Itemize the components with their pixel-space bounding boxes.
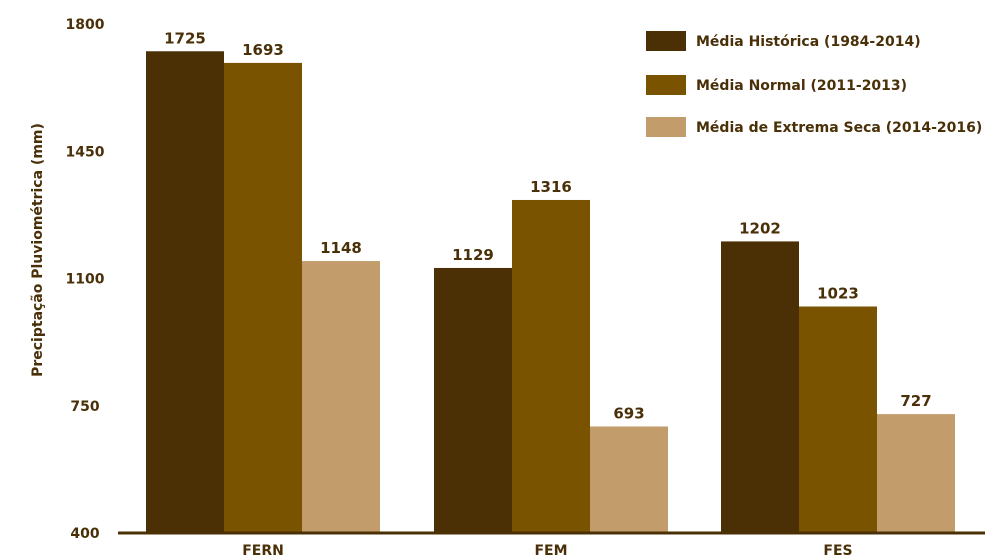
data-label: 1316 bbox=[530, 178, 572, 196]
bar-fern-series-3 bbox=[302, 261, 380, 533]
legend-label: Média de Extrema Seca (2014-2016) bbox=[696, 120, 982, 136]
y-axis-title: Preciptação Pluviométrica (mm) bbox=[30, 123, 46, 377]
bar-fem-series-1 bbox=[434, 267, 512, 533]
legend: Média Histórica (1984-2014) Média Normal … bbox=[646, 31, 982, 137]
y-tick-label: 1800 bbox=[66, 17, 105, 33]
bar-fem-series-3 bbox=[590, 426, 668, 533]
x-category-label: FEM bbox=[534, 543, 567, 558]
y-tick-label: 400 bbox=[70, 526, 99, 542]
legend-label: Média Normal (2011-2013) bbox=[696, 78, 907, 94]
bar-fern-series-1 bbox=[146, 51, 224, 534]
legend-swatch bbox=[646, 117, 686, 137]
y-tick-label: 1100 bbox=[66, 272, 105, 288]
bars-group bbox=[146, 51, 955, 534]
bar-fes-series-2 bbox=[799, 306, 877, 533]
bar-fes-series-1 bbox=[721, 241, 799, 533]
data-label: 1202 bbox=[739, 219, 781, 237]
legend-swatch bbox=[646, 31, 686, 51]
legend-swatch bbox=[646, 75, 686, 95]
y-axis-tick-labels: 400 750 1100 1450 1800 bbox=[66, 17, 105, 542]
bar-fern-series-2 bbox=[224, 62, 302, 534]
x-category-label: FES bbox=[823, 543, 852, 558]
data-label: 693 bbox=[613, 404, 644, 422]
y-tick-label: 750 bbox=[70, 399, 99, 415]
bar-fes-series-3 bbox=[877, 414, 955, 533]
bar-fem-series-2 bbox=[512, 199, 590, 533]
data-label: 1023 bbox=[817, 284, 859, 302]
data-labels-group: 1725 1129 1202 1693 1316 1023 1148 693 727 bbox=[164, 29, 932, 422]
data-label: 1148 bbox=[320, 239, 362, 257]
data-label: 1725 bbox=[164, 29, 206, 47]
y-tick-label: 1450 bbox=[66, 144, 105, 160]
data-label: 1129 bbox=[452, 246, 494, 264]
legend-label: Média Histórica (1984-2014) bbox=[696, 34, 921, 50]
data-label: 1693 bbox=[242, 41, 284, 59]
data-label: 727 bbox=[900, 392, 931, 410]
x-axis-category-labels: FERN FEM FES bbox=[242, 543, 852, 558]
x-category-label: FERN bbox=[242, 543, 284, 558]
